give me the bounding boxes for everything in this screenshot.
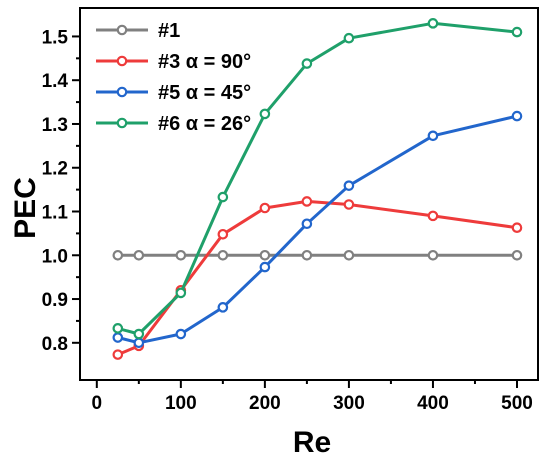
data-point-series-3	[217, 302, 229, 313]
data-point-series-2	[217, 228, 229, 240]
data-point-series-3	[112, 332, 124, 343]
data-point-series-1	[217, 249, 229, 261]
data-point-series-2	[511, 222, 523, 233]
data-point-series-2	[112, 349, 124, 360]
data-point-series-1	[112, 249, 124, 261]
series-layer	[112, 18, 523, 360]
data-point-series-4	[301, 58, 313, 69]
data-point-series-4	[133, 328, 145, 340]
x-tick-label: 100	[165, 393, 197, 414]
plot-frame	[79, 7, 539, 381]
legend-marker-3	[116, 86, 128, 98]
data-point-series-3	[511, 110, 523, 122]
data-point-series-2	[301, 196, 313, 207]
legend-label-2: #3 α = 90°	[158, 51, 251, 73]
data-point-series-1	[427, 249, 439, 261]
legend: #1 #3 α = 90° #5 α = 45° #6 α = 26°	[96, 20, 251, 135]
data-point-series-3	[133, 337, 145, 349]
data-point-series-1	[133, 249, 145, 261]
y-tick-label: 1.2	[42, 159, 68, 180]
data-point-series-4	[259, 108, 271, 120]
data-point-series-1	[175, 249, 187, 261]
y-axis-title: PEC	[9, 177, 42, 239]
data-point-series-2	[343, 199, 355, 210]
x-tick-label: 300	[333, 393, 365, 414]
x-tick-label: 0	[92, 393, 103, 414]
data-point-series-1	[259, 249, 271, 261]
data-point-series-4	[511, 26, 523, 38]
x-axis-title: Re	[293, 426, 331, 459]
y-tick-label: 1.3	[42, 115, 68, 136]
data-point-series-4	[343, 32, 355, 44]
x-tick-label: 200	[249, 393, 281, 414]
data-point-series-3	[259, 261, 271, 273]
data-point-series-3	[301, 218, 313, 230]
y-tick-label: 1.5	[42, 27, 69, 48]
y-tick-label: 1.0	[42, 246, 68, 267]
data-point-series-4	[217, 191, 229, 203]
data-point-series-2	[427, 210, 439, 222]
y-tick-label: 0.8	[42, 334, 68, 355]
x-tick-label: 500	[501, 393, 533, 414]
y-tick-label: 1.4	[42, 71, 69, 92]
data-point-series-2	[259, 202, 271, 214]
data-point-series-3	[343, 180, 355, 191]
legend-marker-2	[116, 55, 128, 67]
data-point-series-4	[427, 18, 439, 29]
data-point-series-4	[112, 323, 124, 334]
legend-label-4: #6 α = 26°	[158, 113, 251, 135]
legend-label-3: #5 α = 45°	[158, 82, 251, 104]
legend-marker-4	[116, 117, 128, 129]
data-point-series-1	[511, 249, 523, 261]
data-point-series-1	[301, 249, 313, 261]
y-tick-label: 0.9	[42, 290, 68, 311]
y-tick-label: 1.1	[42, 203, 69, 224]
data-point-series-3	[427, 130, 439, 142]
x-tick-label: 400	[417, 393, 449, 414]
data-point-series-3	[175, 328, 187, 340]
data-point-series-4	[175, 287, 187, 299]
legend-label-1: #1	[158, 20, 180, 42]
data-point-series-1	[343, 249, 355, 261]
series-line-3	[117, 114, 518, 345]
axes-layer: 0 100 200 300 400 500 0.8 0.9 1.0 1.1 1.2 1.3 1.4 1.5	[42, 7, 539, 414]
legend-marker-1	[116, 24, 128, 36]
